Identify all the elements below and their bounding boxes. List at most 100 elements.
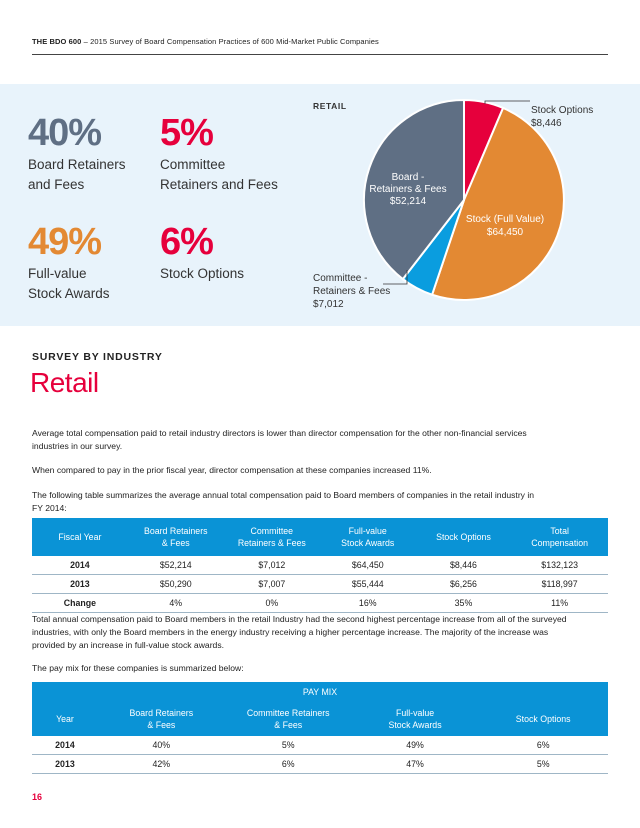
table-cell: 2013 [32, 754, 98, 774]
table-cell: $52,214 [127, 556, 224, 575]
pie-slice-board [363, 98, 465, 281]
paragraph-line: industries in our survey. [32, 441, 123, 451]
callout-stock-options-value: $8,446 [531, 118, 562, 129]
table-row: 2014 40% 5% 49% 6% [32, 736, 608, 755]
header-subtitle: – 2015 Survey of Board Compensation Prac… [81, 37, 379, 46]
callout-board-value: $52,214 [390, 196, 427, 207]
callout-committee-label: Committee - [313, 273, 367, 284]
paragraph-line: industries, with only the Board members … [32, 627, 549, 637]
table-cell: $7,007 [223, 574, 320, 594]
compensation-table: Fiscal Year Board Retainers & Fees Commit… [32, 518, 608, 613]
callout-board-sub: Retainers & Fees [369, 184, 446, 195]
stat-stock-options: 6% Stock Options [160, 222, 244, 284]
table-cell: $64,450 [319, 556, 416, 575]
stat-label-line2: and Fees [28, 177, 85, 192]
stat-full-value-stock: 49% Full-value Stock Awards [28, 222, 110, 304]
column-header: Stock Options [478, 702, 608, 736]
column-header: Total Compensation [511, 518, 608, 556]
table-cell: $55,444 [319, 574, 416, 594]
table-cell: $118,997 [511, 574, 608, 594]
stat-percent: 6% [160, 221, 214, 263]
table-cell: 5% [224, 736, 352, 755]
table-row: 2014 $52,214 $7,012 $64,450 $8,446 $132,… [32, 556, 608, 575]
table-cell: 40% [97, 736, 225, 755]
paragraph-table-intro: The following table summarizes the avera… [32, 489, 612, 515]
leader-line-stock-options [484, 100, 530, 104]
table-cell: 4% [127, 593, 224, 613]
stat-label-line2: Retainers and Fees [160, 177, 278, 192]
section-title: Retail [30, 367, 99, 398]
table-row: 2013 42% 6% 47% 5% [32, 754, 608, 774]
column-header: Stock Options [415, 518, 512, 556]
callout-stock-full-label: Stock (Full Value) [466, 214, 544, 225]
column-header: Fiscal Year [32, 518, 128, 556]
column-header: Committee Retainers & Fees [224, 702, 352, 736]
callout-committee-value: $7,012 [313, 299, 344, 310]
stat-label-line2: Stock Awards [28, 286, 110, 301]
table-cell: 47% [351, 754, 479, 774]
stat-board-retainers: 40% Board Retainers and Fees [28, 113, 126, 195]
stat-percent: 5% [160, 112, 214, 154]
table-cell: 6% [224, 754, 352, 774]
table-cell: 5% [478, 754, 608, 774]
table-cell: Change [32, 593, 128, 613]
table-header-row: Year Board Retainers & Fees Committee Ret… [32, 702, 608, 736]
table-cell: $50,290 [127, 574, 224, 594]
table-cell: 16% [319, 593, 416, 613]
table-cell: 0% [223, 593, 320, 613]
stat-label-line1: Committee [160, 157, 226, 172]
table-cell: 2014 [32, 736, 98, 755]
pie-slice-stock-full-value [430, 106, 565, 301]
table-cell: 2013 [32, 574, 128, 594]
table-title-row: PAY MIX [32, 682, 608, 702]
table-cell: 2014 [32, 556, 128, 575]
table-cell: $132,123 [511, 556, 608, 575]
callout-committee-sub: Retainers & Fees [313, 286, 390, 297]
stat-label-line1: Board Retainers [28, 157, 126, 172]
stat-committee-retainers: 5% Committee Retainers and Fees [160, 113, 278, 195]
paragraph-line: Total annual compensation paid to Board … [32, 614, 567, 624]
running-header: THE BDO 600 – 2015 Survey of Board Compe… [32, 37, 379, 46]
paragraph-line: provided by an increase in full-value st… [32, 640, 225, 650]
callout-stock-options-label: Stock Options [531, 105, 593, 116]
table-cell: 42% [97, 754, 225, 774]
paragraph-intro: Average total compensation paid to retai… [32, 427, 612, 453]
column-header: Committee Retainers & Fees [223, 518, 320, 556]
pay-mix-table: PAY MIX Year Board Retainers & Fees Commi… [32, 682, 608, 774]
header-rule [32, 54, 608, 55]
table-header-row: Fiscal Year Board Retainers & Fees Commit… [32, 518, 608, 556]
column-header: Board Retainers & Fees [97, 702, 225, 736]
paragraph-pay-mix-intro: The pay mix for these companies is summa… [32, 663, 244, 673]
header-brand: THE BDO 600 [32, 37, 82, 46]
table-cell: $8,446 [415, 556, 512, 575]
table-row: 2013 $50,290 $7,007 $55,444 $6,256 $118,… [32, 574, 608, 594]
stat-percent: 49% [28, 221, 102, 263]
paragraph-line: The following table summarizes the avera… [32, 490, 535, 500]
stat-label-line1: Stock Options [160, 266, 245, 281]
section-kicker: SURVEY BY INDUSTRY [32, 351, 163, 363]
pay-mix-title: PAY MIX [32, 682, 608, 702]
column-header: Board Retainers & Fees [127, 518, 224, 556]
column-header: Year [32, 702, 98, 736]
stat-percent: 40% [28, 112, 102, 154]
table-cell: 11% [511, 593, 608, 613]
stat-label-line1: Full-value [28, 266, 87, 281]
paragraph-line: FY 2014: [32, 503, 67, 513]
table-cell: 35% [415, 593, 512, 613]
page-number: 16 [32, 792, 43, 802]
column-header: Full-value Stock Awards [319, 518, 416, 556]
chart-title: RETAIL [313, 101, 347, 111]
table-cell: 49% [351, 736, 479, 755]
callout-board-label: Board - [392, 172, 425, 183]
paragraph-analysis: Total annual compensation paid to Board … [32, 613, 612, 652]
column-header: Full-value Stock Awards [351, 702, 479, 736]
leader-line-committee [383, 270, 408, 285]
paragraph-line: Average total compensation paid to retai… [32, 428, 527, 438]
paragraph-increase: When compared to pay in the prior fiscal… [32, 465, 432, 475]
table-row: Change 4% 0% 16% 35% 11% [32, 593, 608, 613]
table-cell: 6% [478, 736, 608, 755]
table-cell: $7,012 [223, 556, 320, 575]
callout-stock-full-value: $64,450 [487, 227, 524, 238]
table-cell: $6,256 [415, 574, 512, 594]
